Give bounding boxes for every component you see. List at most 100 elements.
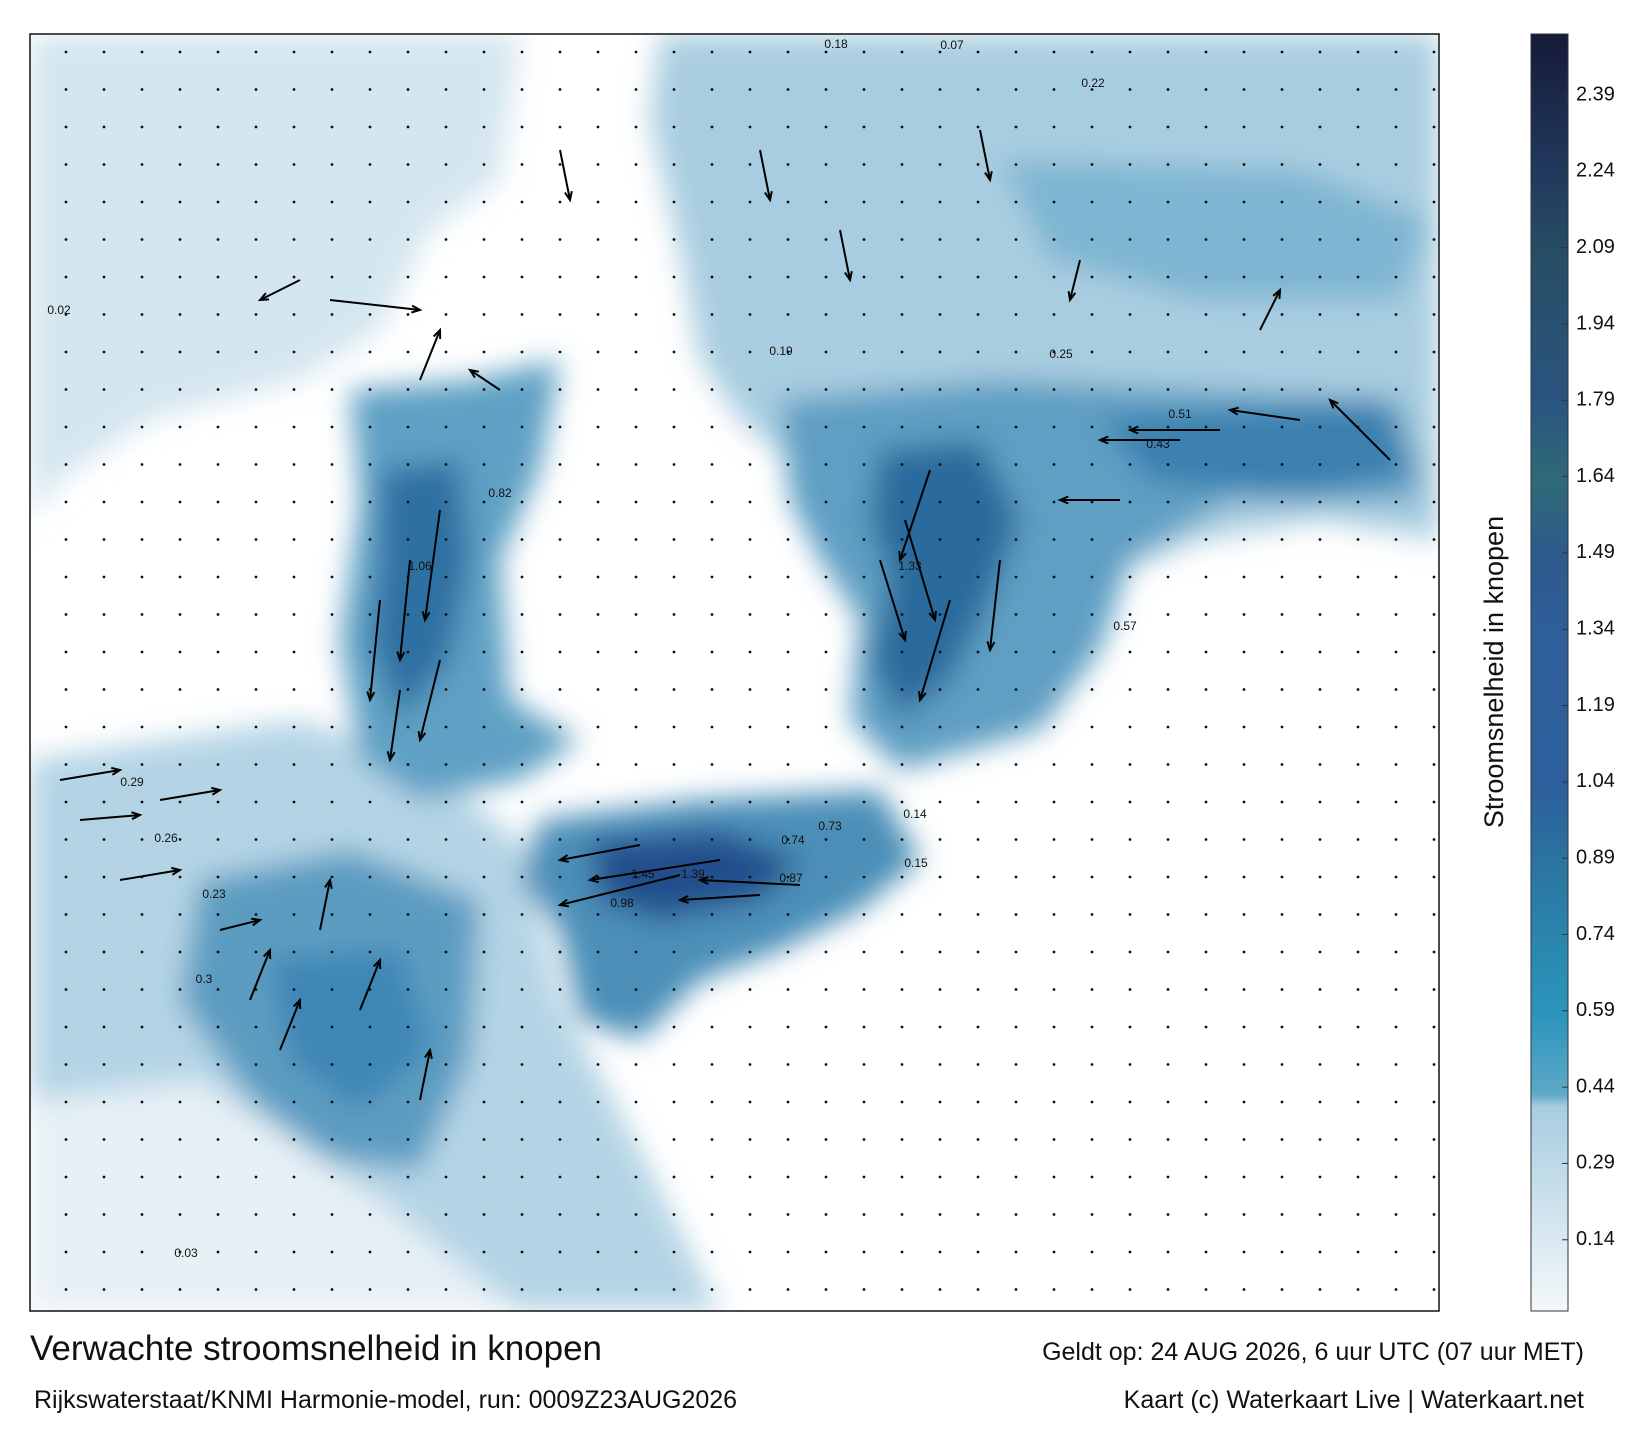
grid-dot xyxy=(520,1213,524,1216)
grid-dot xyxy=(1318,88,1322,91)
grid-dot xyxy=(292,950,296,954)
grid-dot xyxy=(786,838,790,841)
grid-dot xyxy=(406,425,410,429)
grid-dot xyxy=(1242,1250,1246,1254)
grid-dot xyxy=(1166,238,1170,241)
grid-dot xyxy=(406,1100,410,1104)
grid-dot xyxy=(596,575,600,579)
grid-dot xyxy=(1318,163,1322,166)
grid-dot xyxy=(1128,1025,1132,1029)
grid-dot xyxy=(1128,88,1132,91)
arrow-shaft xyxy=(424,509,441,621)
grid-dot xyxy=(596,1288,600,1291)
grid-dot xyxy=(1356,913,1360,916)
grid-dot xyxy=(178,163,182,166)
grid-dot xyxy=(1090,1100,1094,1104)
grid-dot xyxy=(710,725,714,729)
grid-dot xyxy=(178,1213,182,1216)
grid-dot xyxy=(1090,1175,1094,1179)
grid-dot xyxy=(406,238,410,241)
grid-dot xyxy=(558,950,562,954)
grid-dot xyxy=(1090,1138,1094,1141)
grid-dot xyxy=(1090,763,1094,766)
grid-dot xyxy=(1242,500,1246,504)
grid-dot xyxy=(102,1100,106,1104)
arrow-shaft xyxy=(419,1049,431,1101)
grid-dot xyxy=(976,350,980,354)
grid-dot xyxy=(1394,125,1398,129)
grid-dot xyxy=(1090,800,1094,804)
arrow-shaft xyxy=(559,149,571,201)
grid-dot xyxy=(1432,200,1436,204)
arrow-shaft xyxy=(419,329,441,381)
grid-dot xyxy=(330,913,334,916)
arrow-shaft xyxy=(359,959,381,1011)
grid-dot xyxy=(1356,575,1360,579)
grid-dot xyxy=(292,163,296,166)
grid-dot xyxy=(140,275,144,279)
arrow-shaft xyxy=(259,279,301,301)
grid-dot xyxy=(1280,1100,1284,1104)
grid-dot xyxy=(1014,425,1018,429)
grid-dot xyxy=(558,388,562,391)
grid-dot xyxy=(1052,88,1056,91)
grid-dot xyxy=(216,875,220,879)
grid-dot xyxy=(900,275,904,279)
grid-dot xyxy=(1204,763,1208,766)
grid-dot xyxy=(1356,1025,1360,1029)
grid-dot xyxy=(254,650,258,654)
grid-dot xyxy=(558,875,562,879)
grid-dot xyxy=(710,1175,714,1179)
grid-dot xyxy=(672,1138,676,1141)
grid-dot xyxy=(1318,538,1322,541)
grid-dot xyxy=(1280,500,1284,504)
grid-dot xyxy=(406,725,410,729)
grid-dot xyxy=(178,200,182,204)
grid-dot xyxy=(368,500,372,504)
grid-dot xyxy=(1280,1250,1284,1254)
arrow-head xyxy=(986,641,996,653)
grid-dot xyxy=(1128,425,1132,429)
grid-dot xyxy=(1128,725,1132,729)
grid-dot xyxy=(748,875,752,879)
grid-dot xyxy=(824,838,828,841)
grid-dot xyxy=(1242,313,1246,316)
grid-dot xyxy=(444,1175,448,1179)
grid-dot xyxy=(216,1100,220,1104)
grid-dot xyxy=(1090,500,1094,504)
grid-dot xyxy=(330,463,334,466)
grid-dot xyxy=(634,88,638,91)
grid-dot xyxy=(406,613,410,616)
grid-dot xyxy=(862,913,866,916)
grid-dot xyxy=(140,163,144,166)
grid-dot xyxy=(368,425,372,429)
grid-dot xyxy=(482,763,486,766)
grid-dot xyxy=(1394,275,1398,279)
grid-dot xyxy=(1280,650,1284,654)
grid-dot xyxy=(1204,275,1208,279)
colorbar-tick-label: 0.14 xyxy=(1576,1228,1615,1250)
arrow-shaft xyxy=(329,299,421,311)
grid-dot xyxy=(292,1288,296,1291)
grid-dot xyxy=(900,1250,904,1254)
grid-dot xyxy=(710,575,714,579)
grid-dot xyxy=(330,988,334,991)
arrow-shaft xyxy=(839,229,851,281)
grid-dot xyxy=(178,950,182,954)
grid-dot xyxy=(482,1213,486,1216)
grid-dot xyxy=(748,988,752,991)
arrow-shaft xyxy=(59,769,121,781)
grid-dot xyxy=(178,275,182,279)
grid-dot xyxy=(748,725,752,729)
grid-dot xyxy=(216,350,220,354)
grid-dot xyxy=(1204,425,1208,429)
grid-dot xyxy=(1090,688,1094,691)
grid-dot xyxy=(178,763,182,766)
grid-dot xyxy=(1014,988,1018,991)
grid-dot xyxy=(672,313,676,316)
grid-dot xyxy=(938,238,942,241)
grid-dot xyxy=(1394,1063,1398,1066)
grid-dot xyxy=(254,913,258,916)
grid-dot xyxy=(1242,575,1246,579)
